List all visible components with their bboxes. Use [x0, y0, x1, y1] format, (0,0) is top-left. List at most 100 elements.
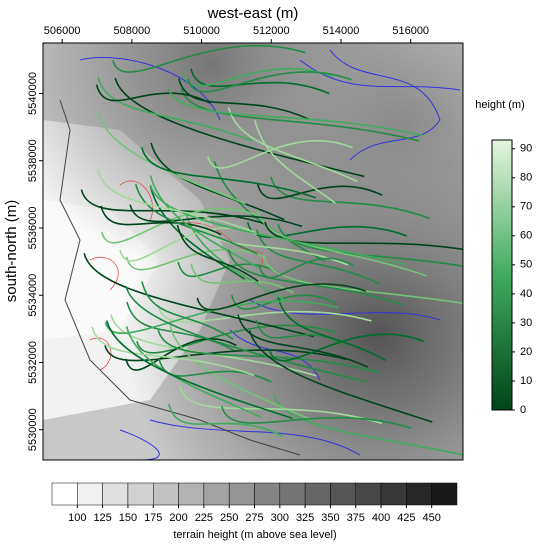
trajectory	[149, 184, 407, 266]
terrain-colorbar-box	[203, 482, 230, 506]
trajectory	[95, 84, 211, 104]
colorbar-tick-label: 70	[520, 201, 532, 213]
terrain-colorbar-box	[279, 482, 306, 506]
trajectory	[264, 221, 463, 251]
terrain-colorbar-label: 300	[271, 512, 289, 524]
y-tick-label: 5530000	[27, 408, 39, 451]
trajectory	[268, 333, 424, 362]
terrain-colorbar-box	[330, 482, 356, 506]
colorbar-tick-label: 80	[520, 172, 532, 184]
terrain-colorbar-box	[431, 482, 458, 506]
trajectory	[262, 256, 463, 305]
terrain-colorbar-box	[102, 482, 129, 506]
y-tick-label: 5540000	[27, 72, 39, 115]
terrain-colorbar-label: 125	[93, 512, 111, 524]
trajectory	[168, 403, 284, 438]
terrain-colorbar-label: 350	[321, 512, 339, 524]
trajectory	[83, 253, 314, 338]
terrain-colorbar-label: 450	[423, 512, 441, 524]
trajectory	[129, 204, 303, 228]
trajectory	[125, 248, 267, 271]
trajectory	[256, 209, 428, 277]
trajectory	[125, 285, 366, 383]
plot-frame	[42, 42, 464, 461]
trajectory	[254, 119, 336, 204]
terrain-colorbar-box	[51, 482, 78, 506]
terrain-colorbar-box	[153, 482, 179, 506]
trajectory	[221, 406, 412, 429]
trajectory	[91, 326, 255, 377]
trajectory	[141, 281, 234, 340]
trajectory	[135, 184, 258, 255]
trajectory	[104, 300, 339, 334]
colorbar-tick-label: 30	[520, 317, 532, 329]
terrain-colorbar-label: 250	[220, 512, 238, 524]
trajectory	[100, 205, 222, 236]
trajectory	[157, 306, 372, 323]
trajectory	[237, 314, 369, 368]
trajectory	[248, 330, 433, 423]
terrain-colorbar-box	[228, 482, 255, 506]
x-tick-label: 512000	[253, 25, 290, 37]
trajectory	[149, 185, 246, 280]
trajectory	[227, 249, 404, 306]
x-tick-label: 506000	[44, 25, 81, 37]
trajectory	[112, 44, 306, 73]
terrain-colorbar-box	[127, 482, 154, 506]
x-tick-label: 508000	[114, 25, 151, 37]
trajectory	[141, 147, 316, 199]
trajectory	[187, 71, 352, 93]
terrain-colorbar-label: 175	[144, 512, 162, 524]
terrain-colorbar-box	[406, 482, 432, 506]
y-tick-label: 5534000	[27, 274, 39, 317]
terrain-colorbar-label: 100	[68, 512, 86, 524]
trajectory	[150, 142, 285, 221]
y-tick-label: 5532000	[27, 341, 39, 384]
trajectory	[149, 175, 260, 269]
x-axis-title: west-east (m)	[207, 5, 299, 22]
terrain-colorbar-label: 325	[296, 512, 314, 524]
trajectory	[96, 169, 256, 234]
terrain-colorbar-box	[355, 482, 382, 506]
x-tick-label: 514000	[323, 25, 360, 37]
trajectory	[136, 324, 336, 354]
trajectory	[190, 263, 294, 294]
trajectory	[256, 229, 380, 285]
terrain-colorbar-label: 200	[169, 512, 187, 524]
y-tick-label: 5536000	[27, 207, 39, 250]
x-tick-label: 516000	[392, 25, 429, 37]
trajectory	[277, 296, 387, 362]
terrain-colorbar-label: 375	[347, 512, 365, 524]
terrain-colorbar-label: 425	[397, 512, 415, 524]
colorbar-tick-label: 40	[520, 288, 532, 300]
terrain-colorbar-box	[304, 482, 331, 506]
trajectory	[177, 261, 280, 278]
trajectory	[255, 319, 347, 347]
y-tick-label: 5538000	[27, 139, 39, 182]
trajectory	[97, 76, 253, 142]
y-axis-title: south-north (m)	[3, 200, 20, 303]
trajectory	[178, 78, 310, 121]
terrain-colorbar-label: 225	[195, 512, 213, 524]
terrain-colorbar-box	[77, 482, 103, 506]
trajectory	[167, 86, 424, 137]
trajectory	[104, 345, 347, 362]
trajectory	[96, 110, 246, 205]
terrain-colorbar-label: 275	[245, 512, 263, 524]
terrain-colorbar-title: terrain height (m above sea level)	[173, 529, 336, 541]
terrain-colorbar-label: 150	[119, 512, 137, 524]
trajectory	[157, 330, 380, 374]
trajectory	[125, 338, 237, 371]
trajectory	[213, 160, 326, 263]
trajectory	[101, 208, 257, 244]
terrain-colorbar-label: 400	[372, 512, 390, 524]
terrain-colorbar-box	[380, 482, 407, 506]
colorbar-tick-label: 0	[520, 404, 526, 416]
colorbar-tick-label: 60	[520, 230, 532, 242]
terrain	[43, 43, 463, 460]
x-tick-label: 510000	[183, 25, 220, 37]
trajectory	[180, 88, 420, 142]
trajectory	[196, 283, 366, 311]
trajectory	[207, 140, 353, 169]
